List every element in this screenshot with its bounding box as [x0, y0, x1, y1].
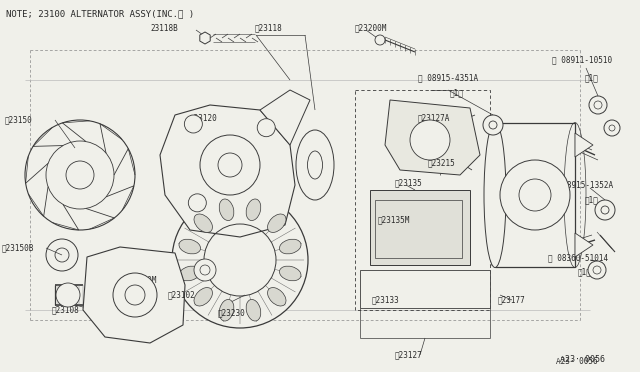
- Polygon shape: [160, 105, 295, 237]
- Polygon shape: [370, 190, 470, 265]
- Circle shape: [595, 200, 615, 220]
- Text: ※23118: ※23118: [255, 23, 283, 32]
- Text: Ⓝ 08911-10510: Ⓝ 08911-10510: [552, 55, 612, 64]
- Circle shape: [194, 259, 216, 281]
- Text: ※23135M: ※23135M: [378, 215, 410, 224]
- Polygon shape: [385, 100, 480, 175]
- Circle shape: [589, 96, 607, 114]
- Ellipse shape: [194, 214, 212, 232]
- Circle shape: [500, 160, 570, 230]
- Polygon shape: [200, 32, 210, 44]
- Circle shape: [375, 35, 385, 45]
- Circle shape: [184, 115, 202, 133]
- Text: （1）: （1）: [450, 89, 464, 97]
- Text: （1）: （1）: [585, 196, 599, 205]
- Polygon shape: [360, 270, 490, 308]
- Text: ※23150: ※23150: [5, 115, 33, 125]
- Text: ※23215: ※23215: [428, 158, 456, 167]
- Text: ※23135: ※23135: [395, 179, 423, 187]
- Text: Ⓟ 08915-1352A: Ⓟ 08915-1352A: [553, 180, 613, 189]
- Text: 23118B: 23118B: [150, 23, 178, 32]
- Text: ※23108: ※23108: [52, 305, 80, 314]
- Circle shape: [604, 120, 620, 136]
- Ellipse shape: [268, 214, 286, 232]
- Text: Ⓟ 08915-4351A: Ⓟ 08915-4351A: [418, 74, 478, 83]
- Circle shape: [410, 120, 450, 160]
- Ellipse shape: [220, 199, 234, 221]
- Ellipse shape: [246, 299, 260, 321]
- Circle shape: [113, 273, 157, 317]
- Text: ※23127A: ※23127A: [418, 113, 451, 122]
- Text: ※23127: ※23127: [395, 350, 423, 359]
- Text: ※23177: ※23177: [498, 295, 525, 305]
- Polygon shape: [575, 133, 593, 157]
- Text: ※23200M: ※23200M: [355, 23, 387, 32]
- Text: ※23150B: ※23150B: [2, 244, 35, 253]
- Text: （1）: （1）: [578, 267, 592, 276]
- Ellipse shape: [268, 288, 286, 306]
- Text: Α23· 0056: Α23· 0056: [556, 357, 598, 366]
- Circle shape: [172, 192, 308, 328]
- Circle shape: [588, 261, 606, 279]
- Ellipse shape: [280, 266, 301, 281]
- Text: NOTE; 23100 ALTERNATOR ASSY(INC.※ ): NOTE; 23100 ALTERNATOR ASSY(INC.※ ): [6, 10, 194, 19]
- Ellipse shape: [246, 199, 260, 221]
- Polygon shape: [260, 90, 310, 145]
- Polygon shape: [495, 123, 575, 267]
- Circle shape: [188, 194, 206, 212]
- Polygon shape: [575, 233, 593, 257]
- Text: ※23120: ※23120: [190, 113, 218, 122]
- Text: （1）: （1）: [585, 74, 599, 83]
- Circle shape: [257, 119, 275, 137]
- Text: Ⓢ 08360-51014: Ⓢ 08360-51014: [548, 253, 608, 263]
- Circle shape: [483, 115, 503, 135]
- Ellipse shape: [179, 239, 200, 254]
- Ellipse shape: [194, 288, 212, 306]
- Text: ※23102: ※23102: [168, 291, 196, 299]
- Circle shape: [46, 239, 78, 271]
- Text: ※23230: ※23230: [218, 308, 246, 317]
- Ellipse shape: [484, 122, 506, 267]
- Polygon shape: [83, 247, 185, 343]
- Text: ※23120M: ※23120M: [125, 276, 157, 285]
- Text: ※23133: ※23133: [372, 295, 400, 305]
- Ellipse shape: [179, 266, 200, 281]
- Circle shape: [25, 120, 135, 230]
- Circle shape: [200, 135, 260, 195]
- Circle shape: [56, 283, 80, 307]
- Ellipse shape: [280, 239, 301, 254]
- Ellipse shape: [296, 130, 334, 200]
- Text: Α23· 0056: Α23· 0056: [560, 356, 605, 365]
- Ellipse shape: [220, 299, 234, 321]
